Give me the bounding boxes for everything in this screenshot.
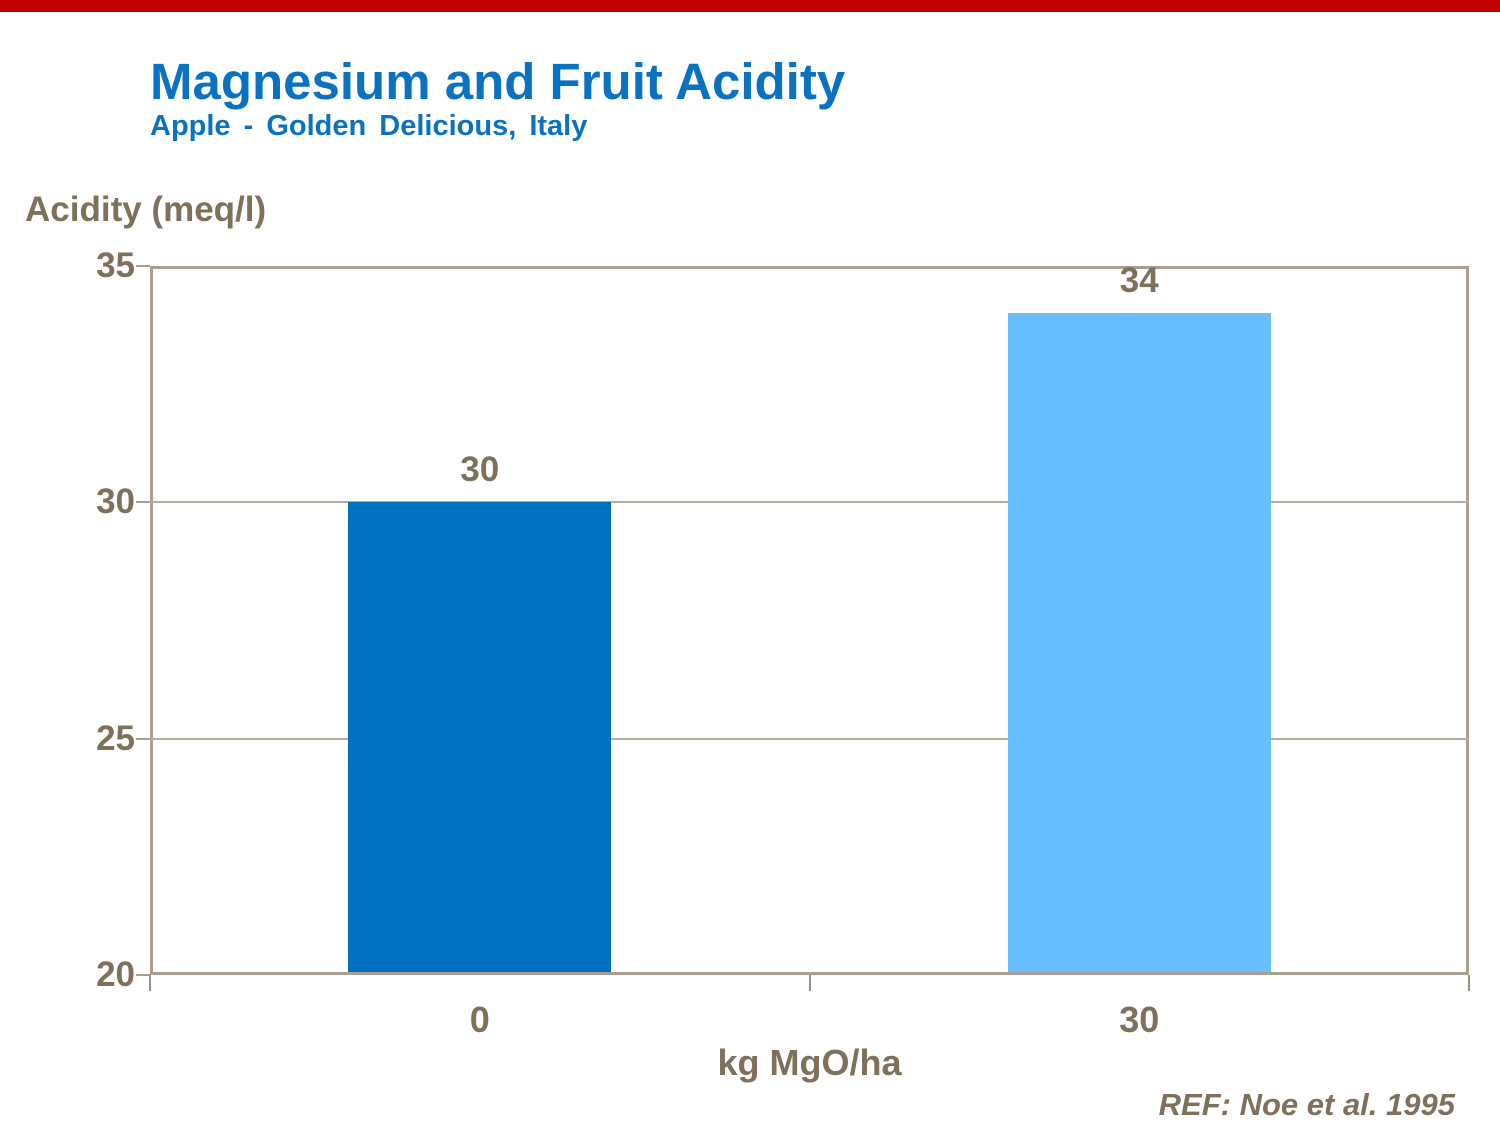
reference-text: REF: Noe et al. 1995 — [1158, 1087, 1455, 1122]
x-tick-label-0: 0 — [469, 999, 490, 1040]
gridline-25 — [150, 737, 1469, 740]
y-tick-mark-25 — [136, 737, 150, 740]
y-axis-title: Acidity (meq/l) — [25, 190, 267, 229]
y-tick-label-20: 20 — [96, 955, 135, 994]
x-tick-label-30: 30 — [1119, 999, 1160, 1040]
x-tick-mark-1 — [808, 975, 811, 991]
x-tick-mark-2 — [1468, 975, 1470, 991]
y-tick-label-30: 30 — [96, 482, 135, 522]
y-tick-mark-20 — [136, 974, 150, 976]
y-tick-mark-30 — [136, 501, 150, 504]
y-tick-label-35: 35 — [96, 246, 135, 285]
chart-subtitle: Apple - Golden Delicious, Italy — [150, 110, 588, 142]
y-tick-mark-35 — [136, 265, 150, 267]
bar-30 — [1007, 313, 1271, 972]
x-tick-mark-0 — [149, 975, 151, 991]
chart-title: Magnesium and Fruit Acidity — [150, 53, 846, 110]
bar-value-label-30: 34 — [1119, 261, 1159, 301]
x-axis-title: kg MgO/ha — [717, 1042, 902, 1083]
bar-0 — [348, 502, 612, 972]
y-tick-label-25: 25 — [96, 718, 135, 758]
bar-value-label-0: 30 — [460, 450, 500, 490]
top-accent-bar — [0, 0, 1500, 12]
gridline-30 — [150, 501, 1469, 504]
